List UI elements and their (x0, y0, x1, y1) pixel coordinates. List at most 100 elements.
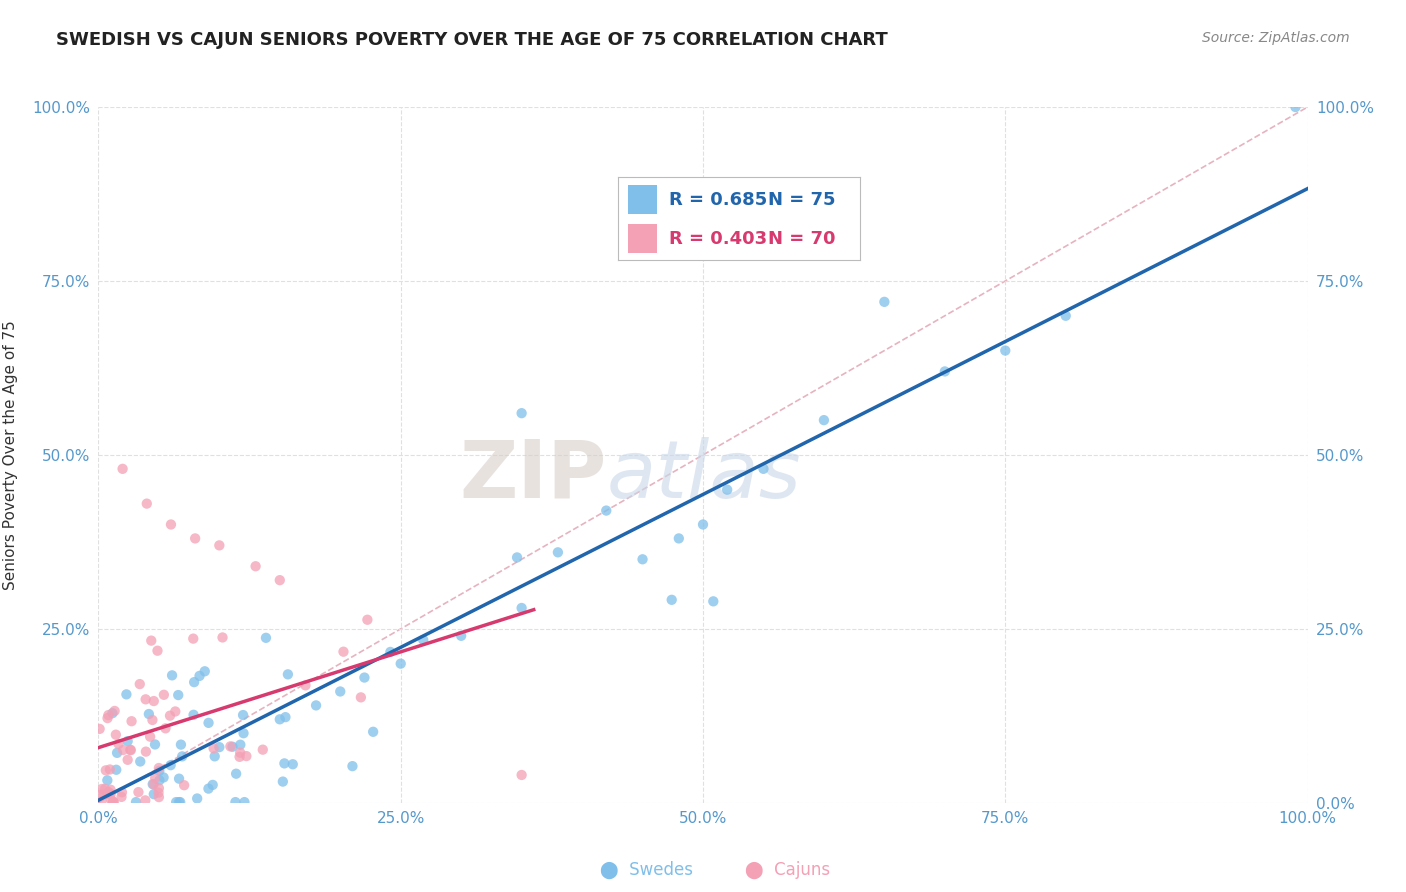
Point (111, 785, 134, 799)
Point (97, 785, 120, 799)
Point (294, 678, 316, 692)
Point (752, 462, 775, 476)
Point (96, 786, 118, 800)
Point (155, 722, 177, 736)
Point (134, 793, 156, 807)
Point (165, 795, 187, 809)
Point (135, 692, 157, 706)
Point (101, 795, 124, 809)
Point (183, 707, 205, 722)
Point (148, 781, 170, 796)
Point (117, 734, 139, 748)
Point (148, 786, 170, 800)
Point (100, 792, 122, 806)
Point (104, 704, 127, 718)
Point (110, 789, 132, 804)
Point (103, 795, 125, 809)
Point (221, 739, 243, 754)
Point (547, 545, 569, 559)
Point (350, 690, 373, 705)
Point (141, 713, 163, 727)
Point (135, 497, 157, 511)
Point (120, 743, 142, 757)
Point (184, 532, 207, 546)
Point (510, 768, 533, 782)
Text: atlas: atlas (606, 437, 801, 515)
Point (329, 684, 352, 698)
Point (269, 712, 291, 726)
Point (389, 657, 412, 671)
Point (245, 559, 267, 574)
Point (269, 573, 291, 587)
Point (167, 772, 190, 786)
Point (170, 738, 193, 752)
Point (167, 688, 190, 702)
Point (271, 774, 294, 789)
Point (159, 758, 181, 772)
Point (229, 746, 252, 760)
Point (153, 688, 176, 702)
Point (224, 795, 246, 809)
Y-axis label: Seniors Poverty Over the Age of 75: Seniors Poverty Over the Age of 75 (3, 320, 18, 590)
Point (146, 643, 169, 657)
Point (105, 763, 128, 777)
Point (103, 795, 125, 809)
Point (201, 778, 224, 792)
Point (89, 722, 111, 736)
Point (342, 759, 364, 773)
Point (194, 665, 217, 679)
Point (142, 777, 165, 791)
Point (89, 788, 111, 802)
Point (181, 632, 204, 646)
Point (934, 364, 956, 378)
Point (716, 483, 738, 497)
Point (235, 749, 257, 764)
Point (107, 737, 129, 751)
Text: ⬤  Cajuns: ⬤ Cajuns (745, 861, 830, 879)
Point (305, 698, 328, 713)
Point (668, 532, 690, 546)
Point (141, 633, 163, 648)
Point (148, 790, 170, 805)
Point (232, 708, 254, 723)
Text: N = 75: N = 75 (768, 191, 835, 209)
Point (1284, 100, 1306, 114)
Text: SWEDISH VS CAJUN SENIORS POVERTY OVER THE AGE OF 75 CORRELATION CHART: SWEDISH VS CAJUN SENIORS POVERTY OVER TH… (56, 31, 889, 49)
FancyBboxPatch shape (628, 185, 657, 214)
Point (128, 677, 150, 691)
Point (96, 786, 118, 800)
Point (450, 629, 472, 643)
Point (96, 773, 118, 788)
Point (143, 771, 166, 785)
Point (127, 785, 149, 799)
Point (277, 667, 299, 681)
Point (208, 538, 231, 552)
Point (183, 675, 205, 690)
Point (112, 743, 135, 757)
Text: R = 0.403: R = 0.403 (669, 230, 768, 248)
Text: ⬤  Swedes: ⬤ Swedes (600, 861, 693, 879)
Point (219, 739, 242, 754)
Point (98, 763, 121, 777)
Point (160, 517, 183, 532)
Point (120, 743, 142, 757)
Point (169, 795, 191, 809)
Point (94, 781, 117, 796)
Point (160, 668, 183, 682)
Point (186, 791, 208, 805)
Point (873, 294, 896, 309)
Point (101, 706, 124, 721)
Point (229, 738, 252, 752)
Point (661, 592, 683, 607)
Point (702, 594, 724, 608)
Point (332, 645, 354, 659)
Point (233, 795, 256, 809)
Point (188, 669, 211, 683)
Point (165, 705, 187, 719)
Text: N = 70: N = 70 (768, 230, 835, 248)
FancyBboxPatch shape (628, 224, 657, 253)
Point (143, 738, 166, 752)
Point (412, 632, 434, 647)
Text: ZIP: ZIP (458, 437, 606, 515)
Point (148, 773, 170, 788)
